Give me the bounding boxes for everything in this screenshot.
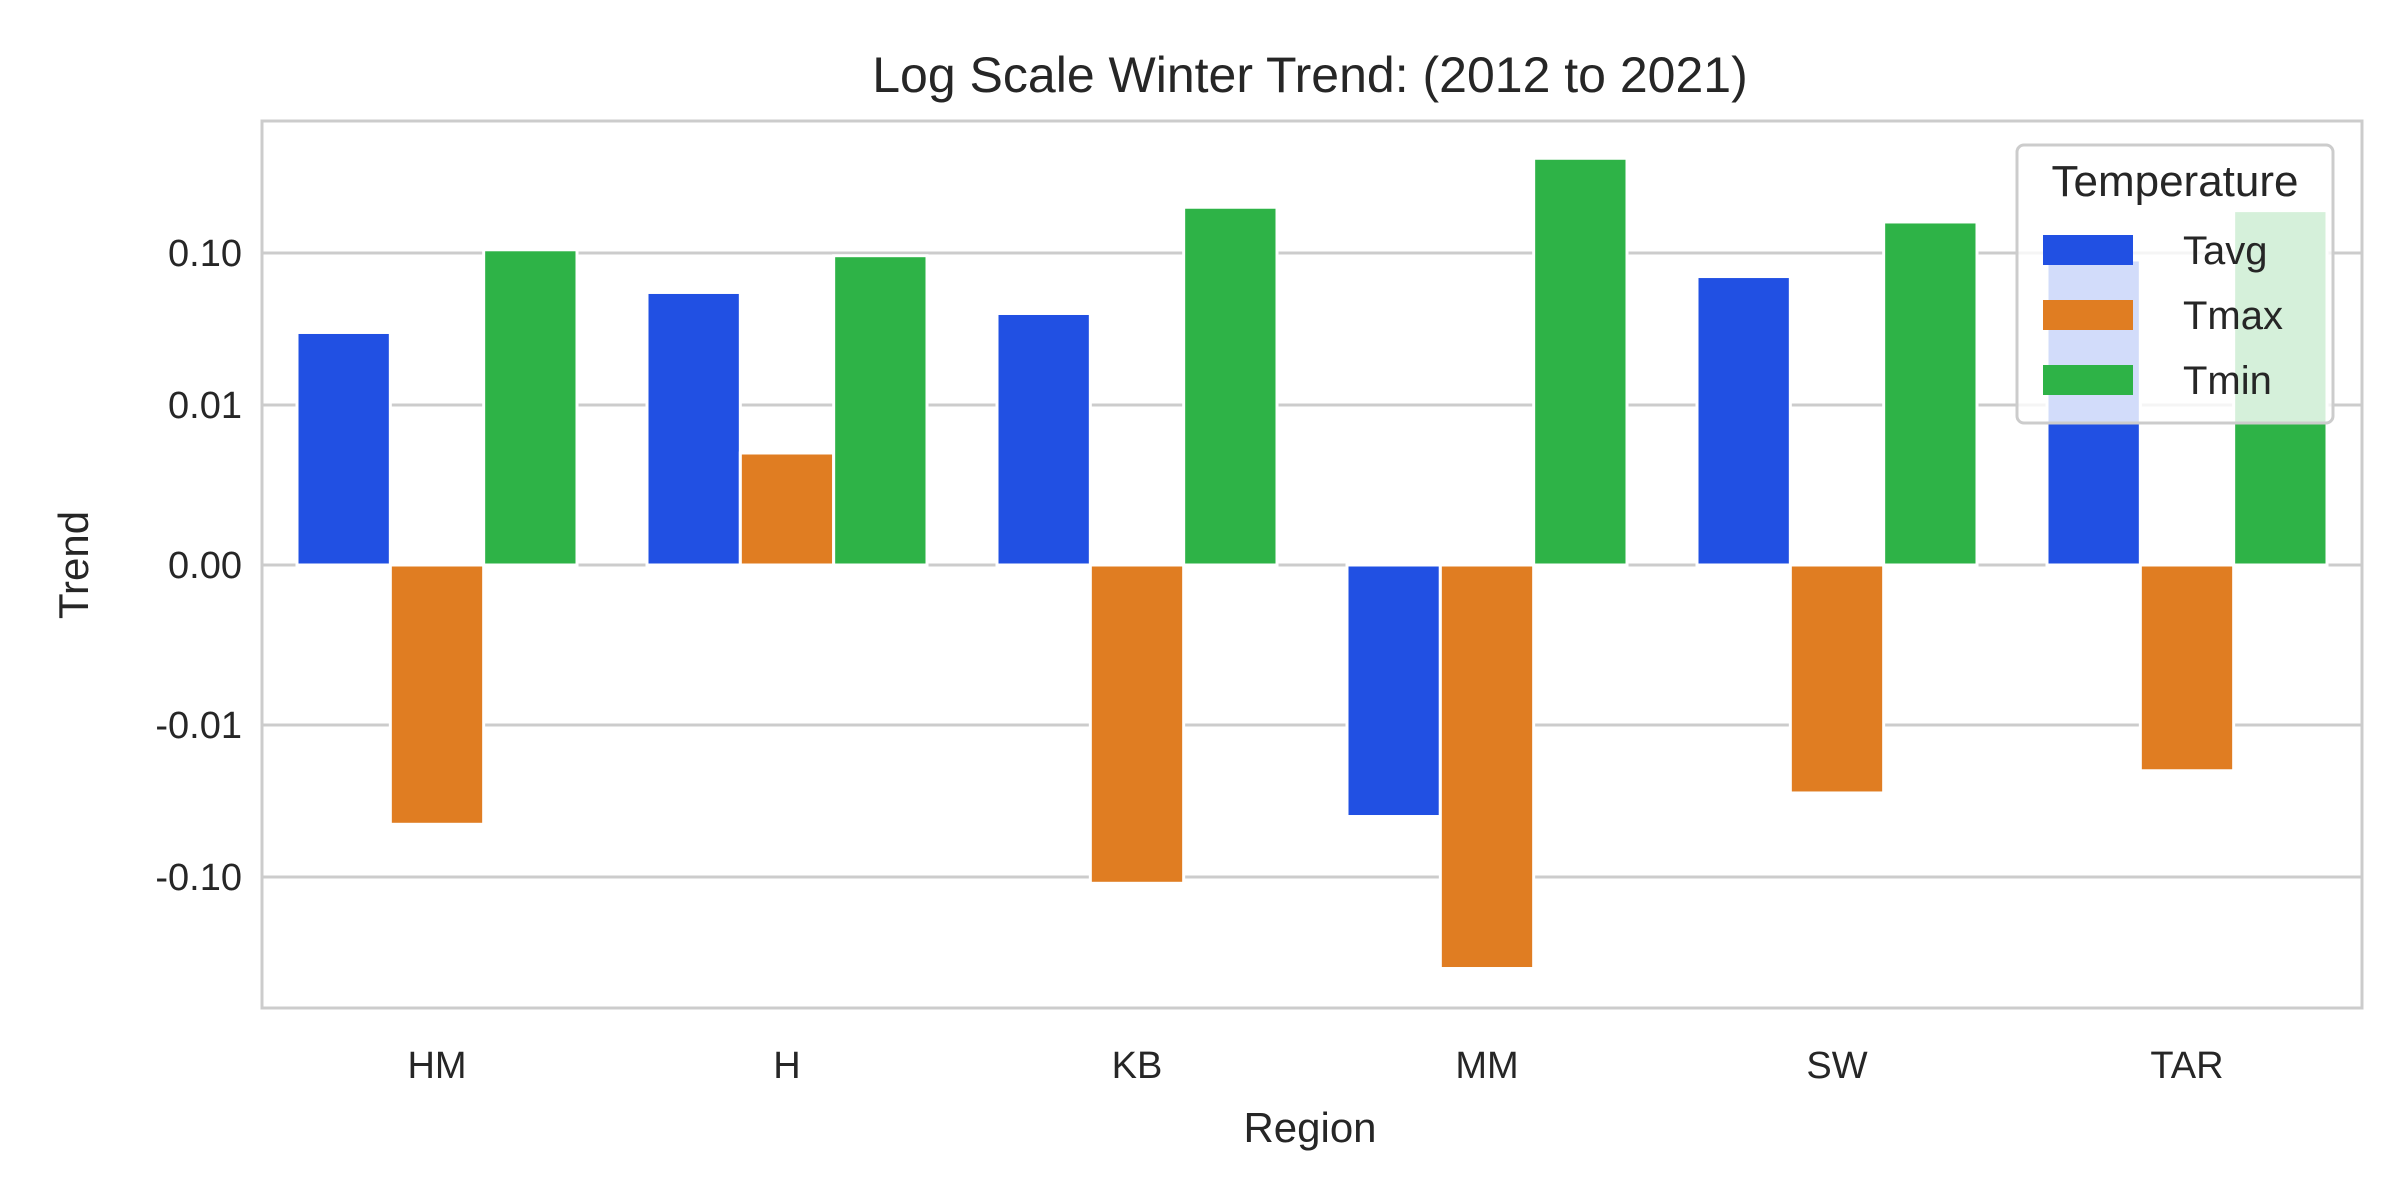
bar-tmin-sw [1882,220,1979,567]
x-tick-label: H [773,1045,800,1087]
bar-tmax-mm [1438,563,1536,971]
x-axis-label: Region [1243,1104,1376,1151]
x-tick-label: HM [407,1045,466,1087]
x-axis-ticks: HM H KB MM SW TAR [407,1045,2223,1087]
bar-tmax-sw [1788,563,1886,795]
legend-title: Temperature [2051,157,2298,206]
y-tick-label: 0.00 [168,545,242,587]
grid [262,251,2362,879]
chart-title: Log Scale Winter Trend: (2012 to 2021) [872,47,1748,103]
bar-tmin-kb [1182,205,1279,567]
legend-swatch-tavg [2043,235,2133,265]
bar-tavg-sw [1695,275,1792,567]
legend-label-tmax: Tmax [2183,294,2283,338]
bar-tmin-hm [482,248,579,567]
legend-label-tavg: Tavg [2183,229,2268,273]
bar-tmax-h [738,451,836,567]
legend-swatch-tmin [2043,365,2133,395]
y-tick-label: 0.10 [168,233,242,275]
legend-swatch-tmax [2043,300,2133,330]
x-tick-label: TAR [2150,1045,2223,1087]
bar-tavg-kb [995,311,1092,567]
legend: Temperature Tavg Tmax Tmin [2015,143,2335,425]
bar-tmax-hm [388,563,486,826]
bar-tavg-h [645,290,742,567]
legend-box [2015,143,2335,425]
y-tick-label: -0.01 [155,705,242,747]
y-axis-ticks: 0.10 0.01 0.00 -0.01 -0.10 [155,233,242,899]
y-tick-label: -0.10 [155,857,242,899]
bar-tavg-mm [1345,563,1442,819]
x-tick-label: MM [1455,1045,1518,1087]
y-tick-label: 0.01 [168,385,242,427]
bar-tmin-h [832,254,929,567]
x-tick-label: KB [1112,1045,1163,1087]
y-axis-label: Trend [50,511,97,619]
bar-tmin-mm [1532,156,1629,567]
x-tick-label: SW [1806,1045,1867,1087]
legend-label-tmin: Tmin [2183,359,2272,403]
legend-items: Tavg Tmax Tmin [2043,229,2283,403]
bar-tmax-kb [1088,563,1186,885]
bar-tmax-tar [2138,563,2236,773]
bar-tavg-hm [295,330,392,567]
